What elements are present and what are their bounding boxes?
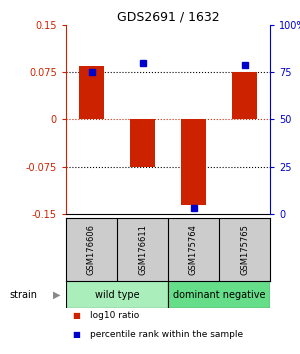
Bar — [168, 281, 270, 308]
Text: ▶: ▶ — [53, 290, 61, 300]
Bar — [181, 120, 206, 205]
Text: strain: strain — [9, 290, 37, 300]
Text: dominant negative: dominant negative — [173, 290, 265, 300]
Text: log10 ratio: log10 ratio — [90, 310, 139, 320]
Text: ■: ■ — [72, 310, 80, 320]
Bar — [79, 66, 104, 120]
Text: percentile rank within the sample: percentile rank within the sample — [90, 330, 243, 339]
Text: GSM176611: GSM176611 — [138, 224, 147, 275]
Title: GDS2691 / 1632: GDS2691 / 1632 — [117, 11, 219, 24]
Bar — [130, 120, 155, 167]
Text: GSM175765: GSM175765 — [240, 224, 249, 275]
Bar — [232, 72, 257, 120]
Text: GSM176606: GSM176606 — [87, 224, 96, 275]
Text: wild type: wild type — [95, 290, 139, 300]
Bar — [66, 281, 168, 308]
Text: GSM175764: GSM175764 — [189, 224, 198, 275]
Text: ■: ■ — [72, 330, 80, 339]
